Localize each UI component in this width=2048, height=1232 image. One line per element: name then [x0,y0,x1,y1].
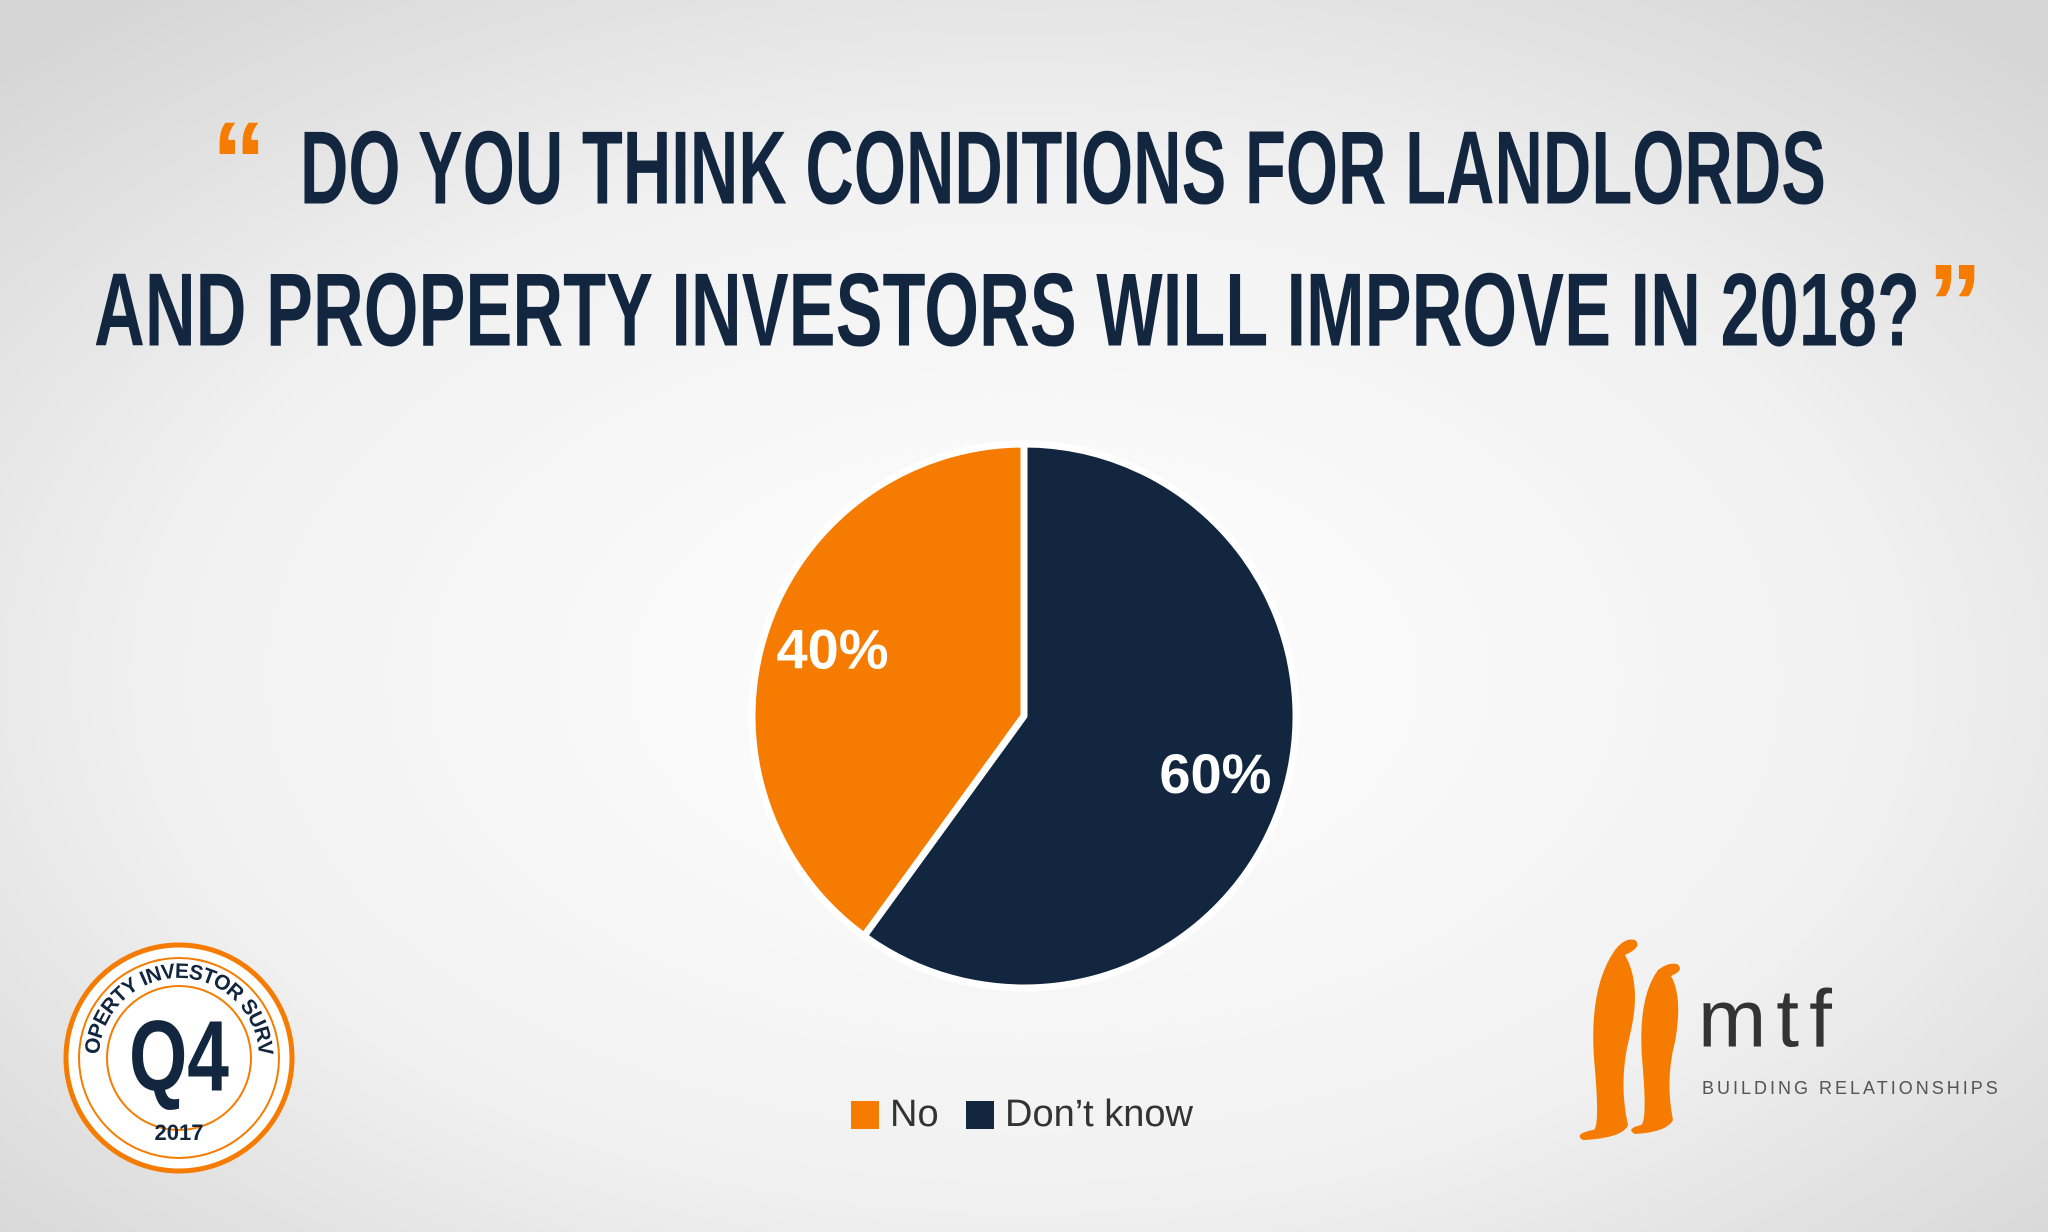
close-quote: ” [1928,242,1983,365]
logo-name: mtf [1698,974,1842,1065]
badge-quarter: Q4 [129,1000,229,1112]
legend: No Don’t know [851,1093,1194,1135]
legend-swatch [851,1101,879,1129]
title-line: AND PROPERTY INVESTORS WILL IMPROVE IN 2… [94,252,1920,368]
legend-label: No [890,1093,939,1135]
legend-label: Don’t know [1005,1093,1194,1135]
open-quote: “ [212,100,267,223]
pie-slice [748,440,1028,940]
slice-label: 40% [777,618,889,681]
badge-year: 2017 [155,1120,204,1145]
pie-slice [860,440,1300,992]
legend-swatch [966,1101,994,1129]
logo-tagline: BUILDING RELATIONSHIPS [1702,1078,2001,1098]
title-line: DO YOU THINK CONDITIONS FOR LANDLORDS [300,110,1826,226]
pie-chart: 40% 60% [748,440,1300,992]
logo: mtf BUILDING RELATIONSHIPS [1579,939,2001,1140]
slice-label: 60% [1159,742,1271,805]
